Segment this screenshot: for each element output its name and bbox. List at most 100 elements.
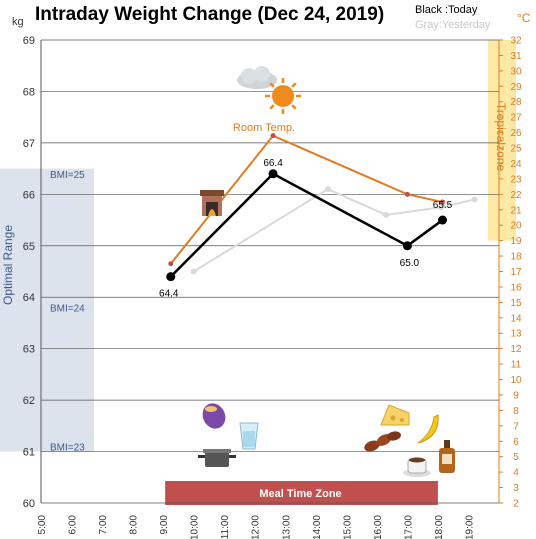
x-tick-label: 10:00 — [190, 515, 201, 539]
bmi-label: BMI=24 — [50, 304, 85, 315]
yesterday-point — [190, 268, 197, 275]
today-point — [268, 169, 278, 179]
y-right-tick-label: 13 — [510, 329, 522, 340]
x-tick-label: 9:00 — [159, 515, 170, 535]
yesterday-point — [383, 211, 390, 218]
fireplace-flame — [208, 209, 216, 216]
today-point — [402, 241, 412, 251]
x-tick-label: 8:00 — [129, 515, 140, 535]
cheese-hole — [390, 415, 396, 421]
today-data-label: 65.5 — [433, 200, 453, 211]
y-left-tick-label: 65 — [23, 241, 35, 253]
y-left-tick-label: 66 — [23, 189, 35, 201]
y-right-tick-label: 15 — [510, 298, 522, 309]
coffee-cup-icon — [403, 457, 431, 477]
bmi-label: BMI=23 — [50, 442, 85, 453]
coffee-surface — [409, 457, 425, 463]
sun-ray — [269, 104, 275, 110]
y-right-unit: °C — [517, 11, 531, 25]
bottle-label — [442, 454, 452, 464]
optimal-range-label: Optimal Range — [1, 225, 15, 305]
date-shape — [387, 431, 401, 441]
fireplace-icon — [200, 190, 224, 216]
x-tick-label: 16:00 — [373, 515, 384, 539]
x-tick-label: 19:00 — [464, 515, 475, 539]
y-right-tick-label: 18 — [510, 252, 522, 263]
dates-icon — [364, 431, 401, 452]
x-tick-label: 12:00 — [251, 515, 262, 539]
y-right-tick-label: 16 — [510, 282, 522, 293]
x-tick-label: 7:00 — [98, 515, 109, 535]
water-glass-icon — [239, 422, 259, 450]
today-point — [166, 272, 176, 282]
y-left-tick-label: 62 — [23, 395, 35, 407]
y-left-tick-label: 64 — [23, 292, 35, 304]
cloud-shape — [254, 66, 270, 82]
x-tick-label: 14:00 — [312, 515, 323, 539]
sun-ray — [269, 82, 275, 88]
tropical-zone-label: Tropicalzone — [494, 103, 508, 172]
sweet-potato-cut — [205, 406, 217, 412]
sun-shape — [272, 85, 294, 107]
y-right-tick-label: 27 — [510, 113, 522, 124]
y-right-tick-label: 5 — [513, 452, 519, 463]
today-data-label: 64.4 — [159, 289, 179, 300]
y-right-tick-label: 6 — [513, 437, 519, 448]
glass-water — [243, 431, 255, 447]
x-tick-label: 17:00 — [403, 515, 414, 539]
legend-today: Black :Today — [415, 4, 478, 16]
banana-shape — [417, 414, 439, 444]
cloud-sun-icon — [237, 66, 301, 114]
y-right-tick-label: 14 — [510, 313, 522, 324]
today-point — [438, 215, 448, 225]
pot-handle — [229, 455, 236, 458]
meal-time-zone-bar — [165, 481, 438, 505]
legend-yesterday: Gray:Yesterday — [415, 19, 491, 31]
x-tick-label: 13:00 — [281, 515, 292, 539]
y-right-tick-label: 19 — [510, 236, 522, 247]
y-right-tick-label: 4 — [513, 468, 519, 479]
y-right-tick-label: 8 — [513, 406, 519, 417]
y-left-tick-label: 60 — [23, 498, 35, 510]
yesterday-point — [471, 196, 478, 203]
today-series-line — [169, 172, 444, 278]
y-right-tick-label: 26 — [510, 128, 522, 139]
y-left-tick-label: 68 — [23, 86, 35, 98]
y-right-tick-label: 24 — [510, 159, 522, 170]
whisky-bottle-icon — [439, 440, 455, 473]
pot-handle — [198, 455, 205, 458]
x-tick-label: 15:00 — [342, 515, 353, 539]
y-right-tick-label: 21 — [510, 205, 522, 216]
yesterday-point — [325, 186, 332, 193]
room-temp-label: Room Temp. — [233, 122, 295, 134]
cheese-hole — [400, 418, 404, 422]
bottle-neck — [444, 440, 450, 448]
yesterday-point — [437, 204, 444, 211]
sun-ray — [291, 104, 297, 110]
y-right-tick-label: 29 — [510, 82, 522, 93]
y-right-tick-label: 7 — [513, 421, 519, 432]
y-right-tick-label: 32 — [510, 36, 522, 47]
date-shape — [364, 440, 380, 452]
y-right-tick-label: 11 — [511, 360, 522, 371]
y-right-tick-label: 20 — [510, 221, 522, 232]
sweet-potato-icon — [202, 403, 226, 429]
cheese-icon — [380, 404, 410, 426]
chart-title: Intraday Weight Change (Dec 24, 2019) — [35, 4, 384, 25]
sweet-potato-shape — [202, 403, 226, 429]
room-temp-point — [168, 261, 174, 267]
y-right-tick-label: 23 — [510, 174, 522, 185]
cooking-pot-icon — [198, 449, 236, 467]
meal-time-zone-label: Meal Time Zone — [259, 488, 341, 500]
x-tick-label: 6:00 — [68, 515, 79, 535]
fireplace-mantel — [200, 190, 224, 196]
sun-ray — [291, 82, 297, 88]
y-right-tick-label: 25 — [510, 144, 522, 155]
y-right-tick-label: 30 — [510, 66, 522, 77]
y-right-tick-label: 31 — [510, 51, 522, 62]
y-right-tick-label: 3 — [513, 483, 519, 494]
room-temp-point — [404, 191, 410, 197]
cloud-shape — [241, 68, 257, 84]
y-left-tick-label: 67 — [23, 138, 35, 150]
